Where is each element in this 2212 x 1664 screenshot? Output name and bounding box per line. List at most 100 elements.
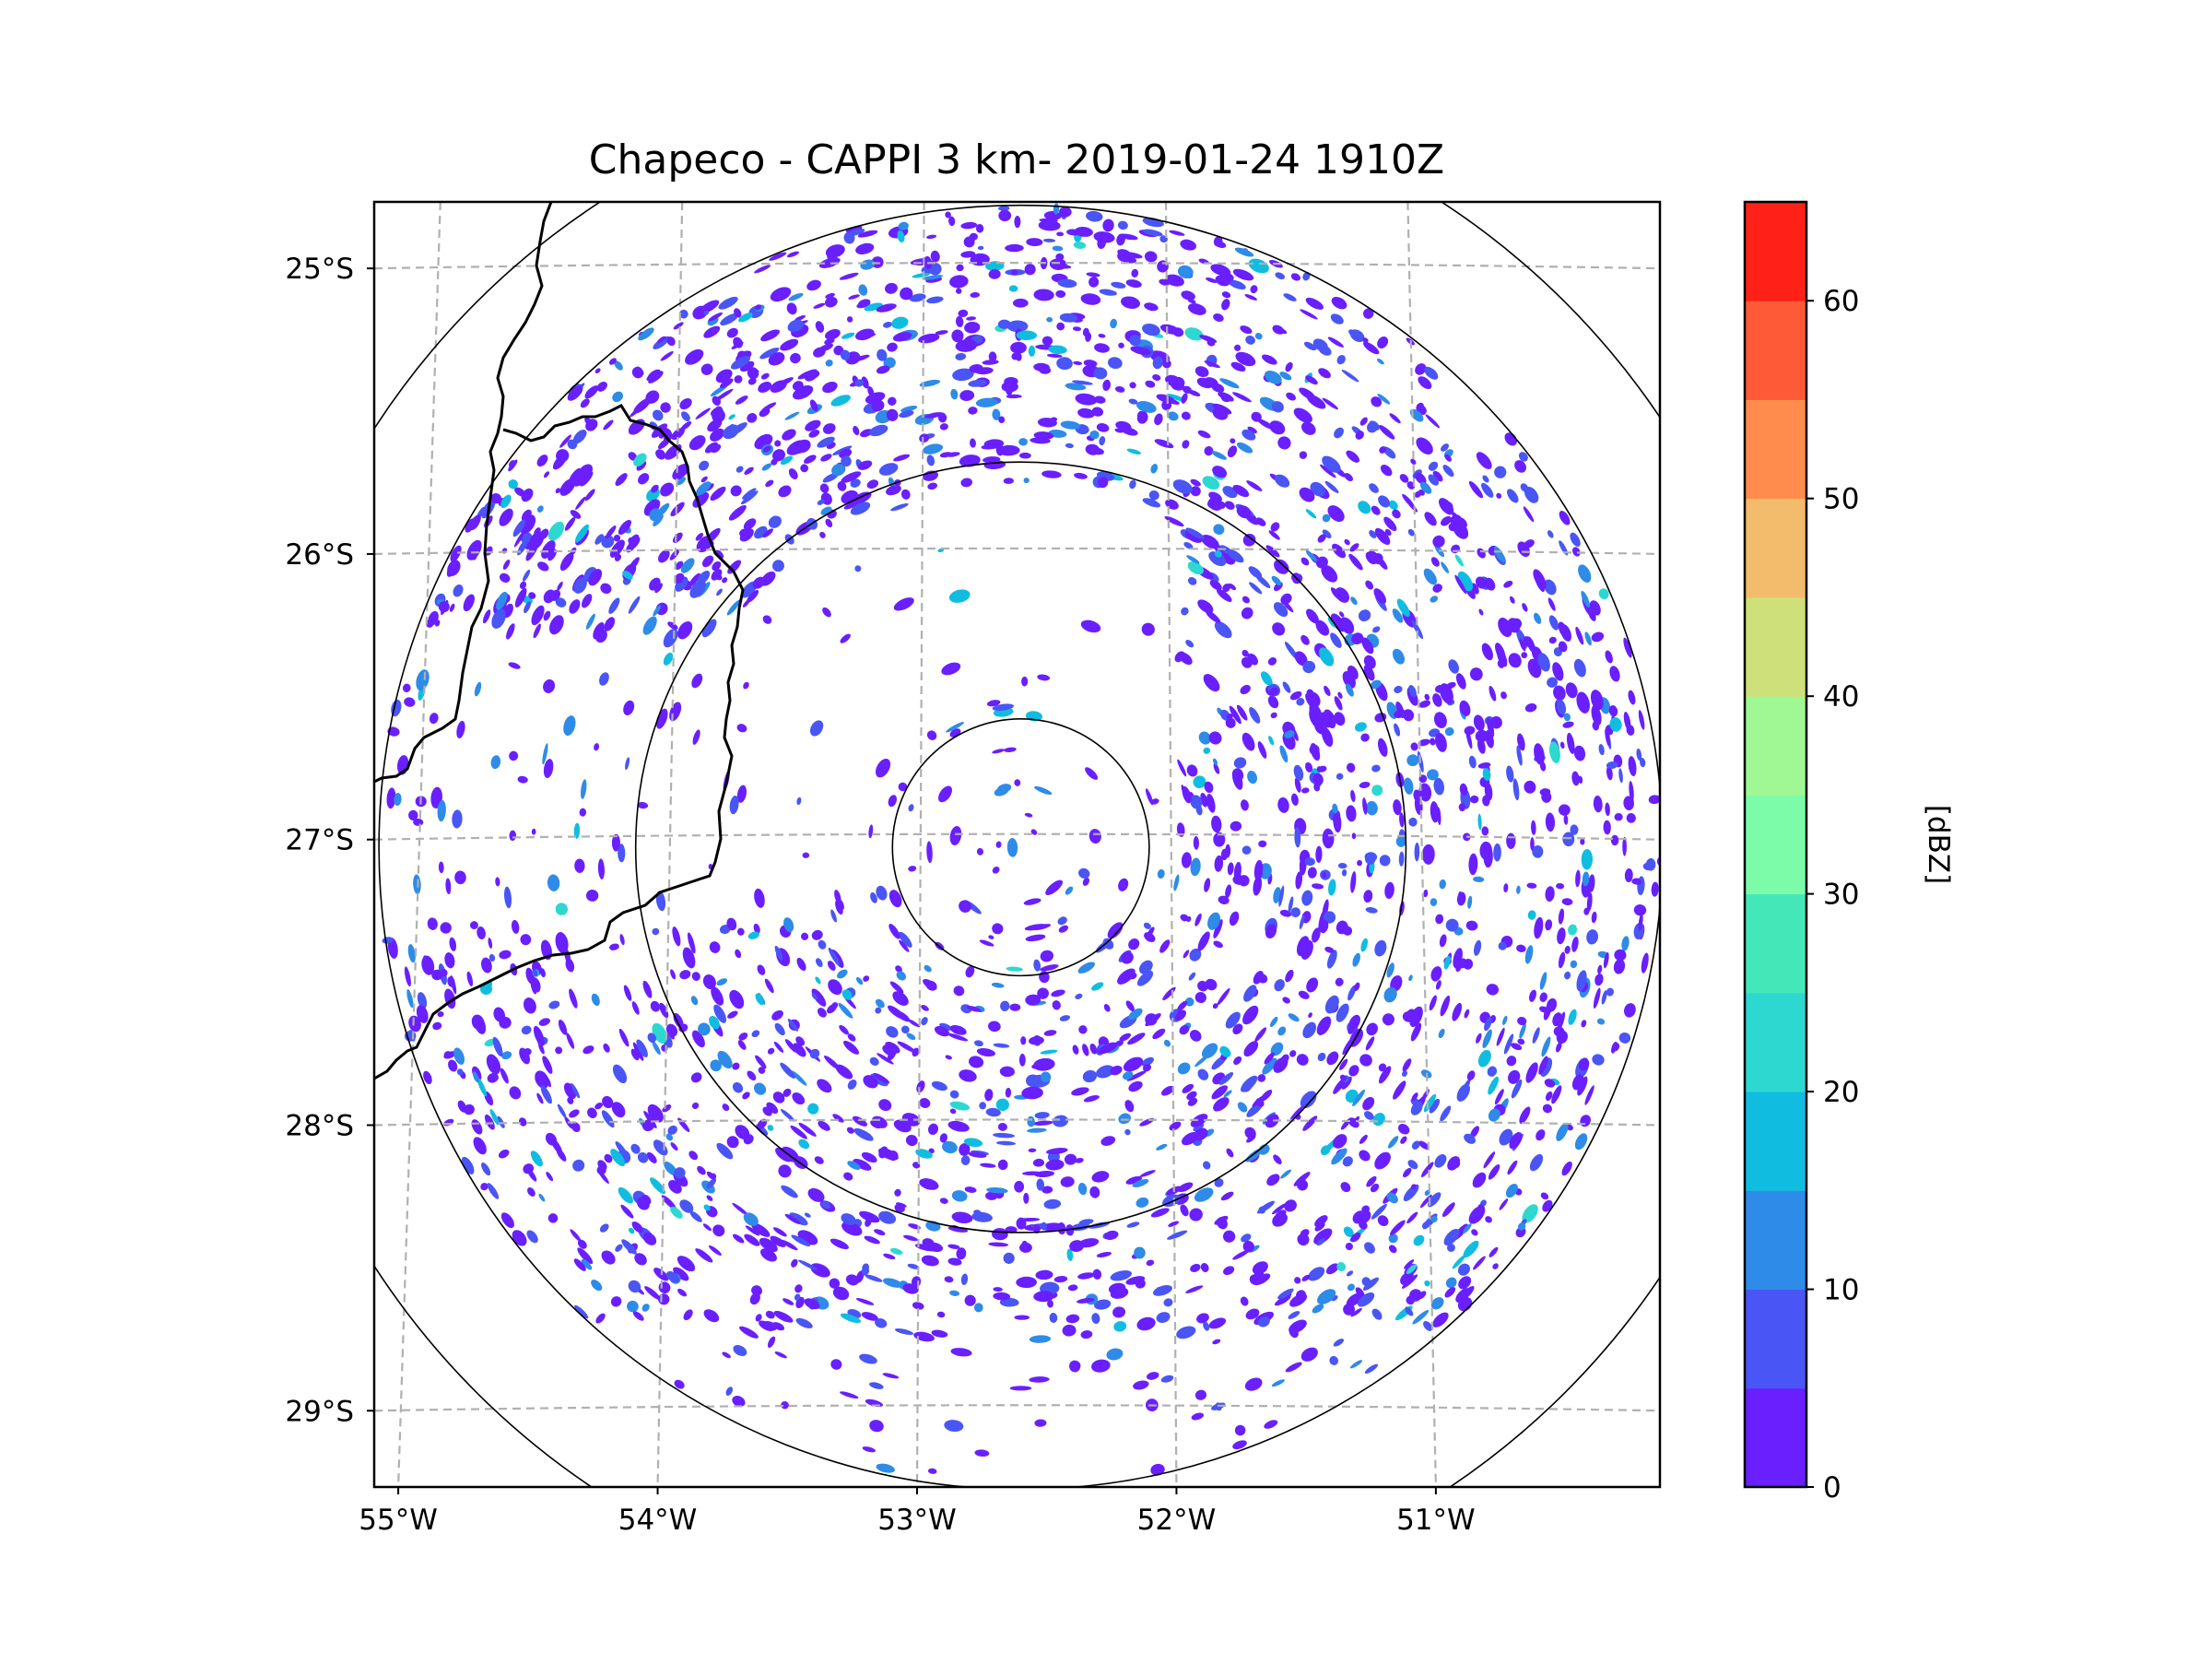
echo-speckle	[1298, 990, 1310, 999]
echo-speckle	[574, 858, 585, 873]
echo-speckle	[449, 937, 457, 951]
echo-speckle	[1248, 566, 1263, 579]
echo-speckle	[1423, 1321, 1433, 1331]
echo-speckle	[839, 448, 853, 459]
echo-speckle	[899, 931, 912, 948]
echo-speckle	[1099, 289, 1117, 296]
echo-speckle	[1558, 951, 1566, 969]
echo-speckle	[1430, 898, 1438, 906]
echo-speckle	[1618, 768, 1623, 784]
echo-speckle	[947, 1244, 960, 1249]
echo-speckle	[1401, 1274, 1418, 1289]
echo-speckle	[1432, 693, 1442, 707]
echo-speckle	[1452, 1002, 1463, 1021]
echo-speckle	[1419, 481, 1432, 494]
echo-speckle	[1443, 955, 1451, 970]
echo-speckle	[1223, 1266, 1235, 1276]
echo-speckle	[1034, 785, 1053, 795]
echo-speckle	[555, 1046, 563, 1055]
echo-speckle	[817, 436, 835, 448]
echo-speckle	[1327, 336, 1344, 348]
echo-speckle	[1468, 1205, 1486, 1224]
echo-speckle	[1126, 448, 1141, 454]
echo-speckle	[1201, 535, 1219, 549]
echo-speckle	[768, 352, 785, 366]
echo-speckle	[671, 428, 685, 441]
echo-speckle	[899, 410, 914, 419]
echo-speckle	[869, 1056, 879, 1067]
colorbar-bin	[1745, 1092, 1806, 1191]
echo-speckle	[944, 1420, 964, 1433]
echo-speckle	[1288, 1311, 1300, 1319]
echo-speckle	[1545, 1091, 1553, 1102]
echo-speckle	[1103, 1004, 1111, 1012]
echo-speckle	[1175, 1009, 1186, 1021]
echo-speckle	[1319, 919, 1329, 934]
echo-speckle	[635, 366, 644, 376]
echo-speckle	[1350, 596, 1358, 606]
echo-speckle	[1125, 279, 1142, 289]
echo-speckle	[1142, 1064, 1152, 1072]
echo-speckle	[690, 996, 699, 1006]
echo-speckle	[1075, 393, 1098, 406]
echo-speckle	[1168, 1221, 1180, 1227]
echo-speckle	[1415, 363, 1427, 375]
echo-speckle	[1408, 685, 1417, 698]
echo-speckle	[900, 406, 918, 412]
echo-speckle	[1221, 299, 1230, 311]
echo-speckle	[1085, 443, 1100, 455]
echo-speckle	[1206, 609, 1221, 624]
echo-speckle	[1347, 1283, 1355, 1292]
echo-speckle	[751, 1285, 762, 1296]
echo-speckle	[1305, 549, 1318, 562]
echo-speckle	[959, 454, 981, 467]
echo-speckle	[1295, 871, 1303, 890]
echo-speckle	[1446, 1244, 1455, 1252]
echo-speckle	[1430, 557, 1440, 567]
echo-speckle	[794, 315, 806, 322]
echo-speckle	[480, 1183, 488, 1191]
echo-speckle	[771, 449, 785, 462]
colorbar-label: [dBZ]	[1922, 805, 1955, 884]
echo-speckle	[1609, 717, 1622, 732]
echo-speckle	[1294, 777, 1301, 793]
echo-speckle	[1473, 714, 1485, 732]
echo-speckle	[1307, 867, 1317, 879]
echo-speckle	[1241, 429, 1256, 441]
echo-speckle	[535, 1070, 549, 1089]
echo-speckle	[841, 1221, 863, 1236]
meridian-gridline	[656, 202, 684, 1487]
echo-speckle	[1539, 992, 1547, 1003]
echo-speckle	[1006, 838, 1018, 857]
echo-speckle	[543, 679, 556, 693]
echo-speckle	[443, 1051, 453, 1059]
echo-speckle	[853, 426, 860, 436]
echo-speckle	[1315, 556, 1328, 569]
echo-speckle	[1186, 915, 1192, 923]
echo-speckle	[975, 397, 998, 407]
echo-speckle	[1559, 511, 1571, 525]
echo-speckle	[1156, 394, 1176, 404]
echo-speckle	[1094, 343, 1110, 353]
echo-speckle	[1357, 1292, 1375, 1307]
echo-speckle	[557, 1103, 567, 1118]
echo-speckle	[489, 1109, 500, 1126]
echo-speckle	[1056, 357, 1073, 371]
echo-speckle	[926, 296, 944, 304]
echo-speckle	[1444, 454, 1452, 462]
echo-speckle	[1040, 964, 1059, 972]
echo-speckle	[1033, 1057, 1055, 1071]
echo-speckle	[1512, 778, 1520, 801]
echo-speckle	[941, 662, 961, 676]
echo-speckle	[1033, 431, 1054, 440]
echo-speckle	[1230, 361, 1246, 372]
echo-speckle	[886, 408, 899, 421]
echo-speckle	[1581, 590, 1590, 608]
echo-speckle	[1474, 939, 1482, 956]
echo-speckle	[1437, 807, 1441, 825]
echo-speckle	[730, 485, 742, 497]
echo-speckle	[1305, 761, 1313, 773]
echo-speckle	[1181, 607, 1189, 616]
echo-speckle	[1142, 498, 1161, 508]
echo-speckle	[953, 985, 965, 997]
